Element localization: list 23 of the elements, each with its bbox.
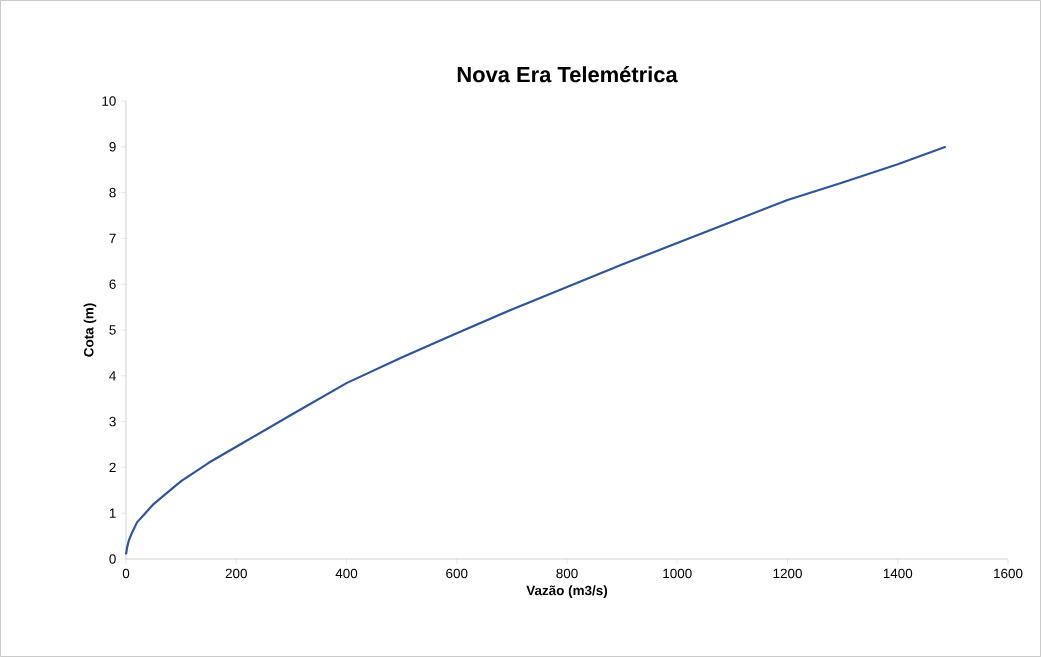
- y-tick-label: 2: [109, 462, 116, 473]
- y-tick-label: 10: [102, 96, 116, 106]
- y-tick-label: 3: [109, 416, 116, 427]
- x-tick-label: 600: [446, 568, 468, 579]
- x-tick-label: 400: [335, 568, 358, 579]
- x-tick-label: 1200: [773, 568, 802, 579]
- y-tick-label: 9: [109, 142, 116, 152]
- x-tick-label: 200: [225, 568, 247, 579]
- y-tick-label: 6: [109, 279, 116, 289]
- x-axis-title: Vazão (m3/s): [526, 585, 608, 598]
- y-tick-label: 0: [109, 554, 116, 564]
- y-tick-label: 4: [109, 371, 116, 381]
- x-tick-label: 1600: [994, 568, 1023, 579]
- y-tick-label: 7: [109, 233, 116, 244]
- x-tick-label: 800: [556, 568, 578, 579]
- y-tick-label: 1: [109, 508, 116, 518]
- x-tick-label: 1400: [883, 568, 913, 579]
- x-tick-label: 0: [122, 568, 130, 579]
- y-axis-title: Cota (m): [83, 303, 97, 357]
- x-tick-label: 1000: [663, 568, 692, 579]
- chart-title: Nova Era Telemétrica: [457, 66, 678, 83]
- y-tick-label: 8: [109, 187, 116, 198]
- y-tick-label: 5: [109, 325, 116, 335]
